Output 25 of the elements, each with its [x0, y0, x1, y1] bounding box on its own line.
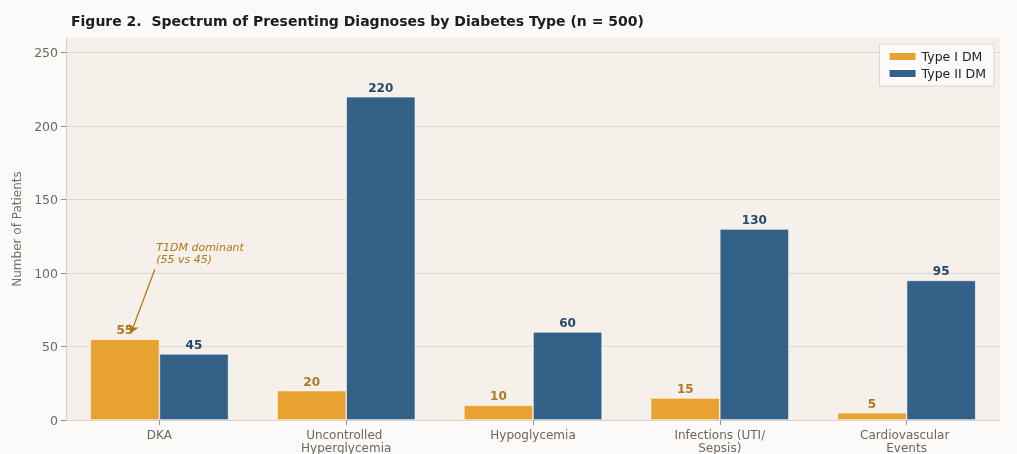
legend-label: Type II DM [920, 66, 987, 81]
y-tick-label: 50 [42, 339, 59, 355]
annotation: T1DM dominant (55 vs 45) [156, 240, 245, 266]
x-tick-label: DKA [146, 427, 173, 442]
x-tick-label: Infections (UTI/Sepsis) [674, 427, 767, 454]
x-tick-label: Uncontrolled Hyperglycemia [301, 427, 392, 454]
x-tick-label: Hypoglycemia [490, 427, 576, 442]
y-tick-label: 100 [34, 265, 59, 281]
data-label: 95 [932, 264, 950, 279]
y-tick-label: 150 [34, 192, 59, 208]
data-label: 220 [368, 80, 394, 95]
data-label: 5 [867, 396, 877, 411]
data-label: 15 [676, 381, 694, 396]
data-label: 10 [490, 389, 507, 404]
data-label: 20 [303, 374, 320, 389]
y-tick-label: 250 [34, 45, 59, 61]
y-tick-label: 0 [50, 412, 59, 428]
chart-title: Figure 2. Spectrum of Presenting Diagnoses by Diabetes Type (n = 500) [71, 13, 644, 29]
data-label: 130 [741, 213, 767, 227]
data-label: 45 [185, 337, 203, 352]
x-tick-label: Cardiovascular Events [860, 427, 954, 454]
y-tick-label: 200 [34, 118, 59, 134]
data-label: 60 [559, 315, 576, 330]
legend-label: Type I DM [920, 49, 983, 64]
y-axis-title: Number of Patients [10, 171, 25, 287]
